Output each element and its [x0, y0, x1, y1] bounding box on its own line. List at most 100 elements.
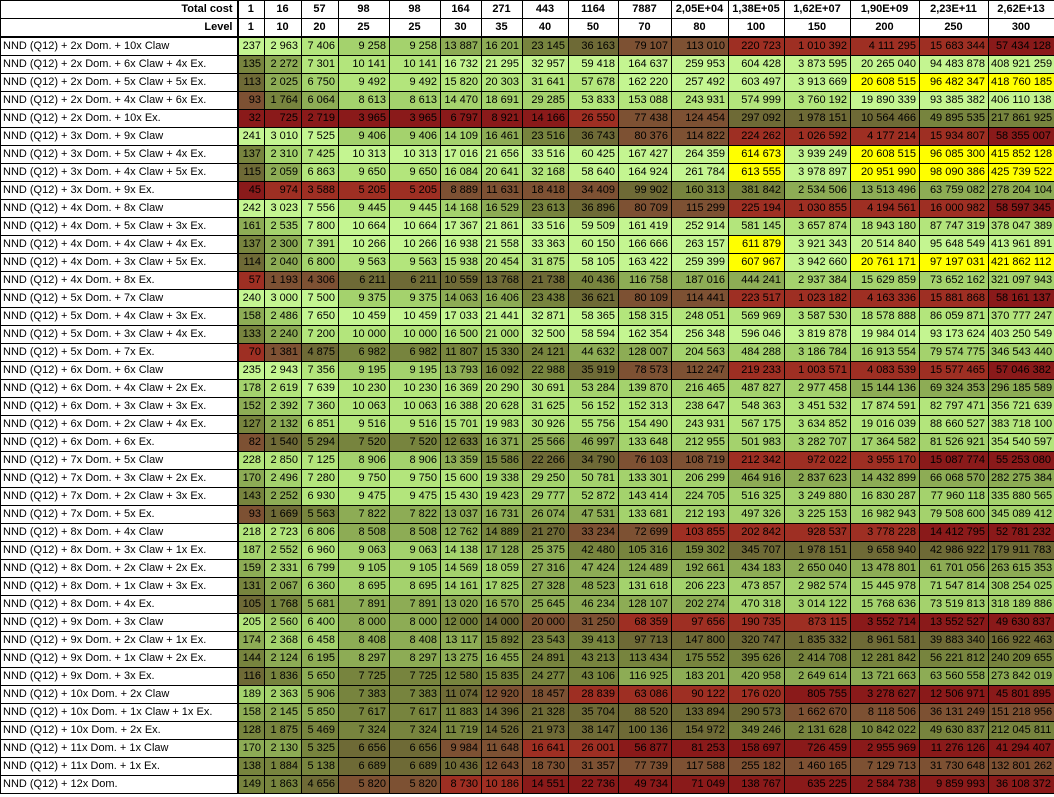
- value-cell[interactable]: 2 368: [264, 631, 302, 650]
- value-cell[interactable]: 56 877: [618, 739, 672, 758]
- value-cell[interactable]: 14 168: [440, 199, 482, 218]
- value-cell[interactable]: 3 282 707: [784, 433, 851, 452]
- value-cell[interactable]: 596 046: [728, 325, 785, 344]
- value-cell[interactable]: 49 895 535: [919, 109, 989, 128]
- level-cell[interactable]: 25: [389, 18, 441, 38]
- value-cell[interactable]: 33 516: [522, 217, 569, 236]
- value-cell[interactable]: 5 469: [301, 721, 339, 740]
- value-cell[interactable]: 9 650: [389, 163, 441, 182]
- value-cell[interactable]: 32 500: [522, 325, 569, 344]
- value-cell[interactable]: 23 145: [522, 36, 569, 56]
- value-cell[interactable]: 79 574 775: [919, 343, 989, 362]
- total-cost-cell[interactable]: 57: [301, 0, 339, 19]
- value-cell[interactable]: 14 432 899: [850, 469, 920, 488]
- value-cell[interactable]: 58 355 007: [988, 127, 1054, 146]
- value-cell[interactable]: 16 500: [440, 325, 482, 344]
- value-cell[interactable]: 9 406: [338, 127, 390, 146]
- value-cell[interactable]: 8 730: [440, 775, 482, 794]
- value-cell[interactable]: 19 983: [481, 415, 523, 434]
- value-cell[interactable]: 10 141: [389, 55, 441, 74]
- value-cell[interactable]: 12 762: [440, 523, 482, 542]
- value-cell[interactable]: 56 152: [568, 397, 619, 416]
- value-cell[interactable]: 35 919: [568, 361, 619, 380]
- value-cell[interactable]: 96 085 300: [919, 145, 989, 164]
- value-cell[interactable]: 420 958: [728, 667, 785, 686]
- value-cell[interactable]: 345 089 412: [988, 505, 1054, 524]
- value-cell[interactable]: 224 262: [728, 127, 785, 146]
- value-cell[interactable]: 14 166: [522, 109, 569, 128]
- value-cell[interactable]: 9 105: [389, 559, 441, 578]
- value-cell[interactable]: 6 195: [301, 649, 339, 668]
- row-label[interactable]: NND (Q12) + 7x Dom. + 5x Claw: [0, 451, 239, 470]
- value-cell[interactable]: 70: [237, 343, 265, 362]
- value-cell[interactable]: 5 294: [301, 433, 339, 452]
- value-cell[interactable]: 2 534 506: [784, 181, 851, 200]
- value-cell[interactable]: 9 658 940: [850, 541, 920, 560]
- level-cell[interactable]: 300: [988, 18, 1054, 38]
- row-label[interactable]: NND (Q12) + 12x Dom.: [0, 775, 239, 794]
- value-cell[interactable]: 10 063: [389, 397, 441, 416]
- value-cell[interactable]: 354 540 597: [988, 433, 1054, 452]
- value-cell[interactable]: 224 705: [671, 487, 729, 506]
- value-cell[interactable]: 158 315: [618, 307, 672, 326]
- row-label[interactable]: NND (Q12) + 6x Dom. + 6x Ex.: [0, 433, 239, 452]
- row-label[interactable]: NND (Q12) + 9x Dom. + 1x Claw + 2x Ex.: [0, 649, 239, 668]
- value-cell[interactable]: 57 434 128: [988, 36, 1054, 56]
- value-cell[interactable]: 16 938: [440, 235, 482, 254]
- value-cell[interactable]: 20 951 990: [850, 163, 920, 182]
- value-cell[interactable]: 3 819 878: [784, 325, 851, 344]
- value-cell[interactable]: 29 777: [522, 487, 569, 506]
- value-cell[interactable]: 216 465: [671, 379, 729, 398]
- value-cell[interactable]: 1 836: [264, 667, 302, 686]
- value-cell[interactable]: 3 955 170: [850, 451, 920, 470]
- value-cell[interactable]: 19 890 339: [850, 91, 920, 110]
- value-cell[interactable]: 7 891: [338, 595, 390, 614]
- value-cell[interactable]: 2 584 738: [850, 775, 920, 794]
- total-cost-cell[interactable]: 7887: [618, 0, 672, 19]
- value-cell[interactable]: 18 578 888: [850, 307, 920, 326]
- row-label[interactable]: NND (Q12) + 10x Dom. + 2x Claw: [0, 685, 239, 704]
- value-cell[interactable]: 113 434: [618, 649, 672, 668]
- value-cell[interactable]: 2 723: [264, 523, 302, 542]
- value-cell[interactable]: 35 704: [568, 703, 619, 722]
- value-cell[interactable]: 48 523: [568, 577, 619, 596]
- value-cell[interactable]: 9 984: [440, 739, 482, 758]
- value-cell[interactable]: 90 122: [671, 685, 729, 704]
- value-cell[interactable]: 242: [237, 199, 265, 218]
- value-cell[interactable]: 128 107: [618, 595, 672, 614]
- value-cell[interactable]: 41 294 407: [988, 739, 1054, 758]
- value-cell[interactable]: 17 016: [440, 145, 482, 164]
- value-cell[interactable]: 152 313: [618, 397, 672, 416]
- value-cell[interactable]: 3 634 852: [784, 415, 851, 434]
- value-cell[interactable]: 137: [237, 145, 265, 164]
- value-cell[interactable]: 7 525: [301, 127, 339, 146]
- value-cell[interactable]: 223 517: [728, 289, 785, 308]
- value-cell[interactable]: 10 063: [338, 397, 390, 416]
- value-cell[interactable]: 3 965: [389, 109, 441, 128]
- value-cell[interactable]: 252 914: [671, 217, 729, 236]
- value-cell[interactable]: 9 195: [389, 361, 441, 380]
- value-cell[interactable]: 11 074: [440, 685, 482, 704]
- value-cell[interactable]: 212 342: [728, 451, 785, 470]
- value-cell[interactable]: 73 519 813: [919, 595, 989, 614]
- value-cell[interactable]: 20 265 040: [850, 55, 920, 74]
- value-cell[interactable]: 2 059: [264, 163, 302, 182]
- value-cell[interactable]: 46 997: [568, 433, 619, 452]
- value-cell[interactable]: 154 972: [671, 721, 729, 740]
- row-label[interactable]: NND (Q12) + 10x Dom. + 1x Claw + 1x Ex.: [0, 703, 239, 722]
- total-cost-cell[interactable]: 1,90E+09: [850, 0, 920, 19]
- value-cell[interactable]: 21 861: [481, 217, 523, 236]
- row-label[interactable]: NND (Q12) + 11x Dom. + 1x Ex.: [0, 757, 239, 776]
- value-cell[interactable]: 3 000: [264, 289, 302, 308]
- value-cell[interactable]: 77 960 118: [919, 487, 989, 506]
- value-cell[interactable]: 58 640: [568, 163, 619, 182]
- value-cell[interactable]: 10 564 466: [850, 109, 920, 128]
- row-label[interactable]: NND (Q12) + 5x Dom. + 3x Claw + 4x Ex.: [0, 325, 239, 344]
- value-cell[interactable]: 273 842 019: [988, 667, 1054, 686]
- value-cell[interactable]: 58 161 137: [988, 289, 1054, 308]
- value-cell[interactable]: 18 691: [481, 91, 523, 110]
- value-cell[interactable]: 308 254 025: [988, 577, 1054, 596]
- value-cell[interactable]: 15 586: [481, 451, 523, 470]
- value-cell[interactable]: 159: [237, 559, 265, 578]
- row-label[interactable]: NND (Q12) + 3x Dom. + 4x Claw + 5x Ex.: [0, 163, 239, 182]
